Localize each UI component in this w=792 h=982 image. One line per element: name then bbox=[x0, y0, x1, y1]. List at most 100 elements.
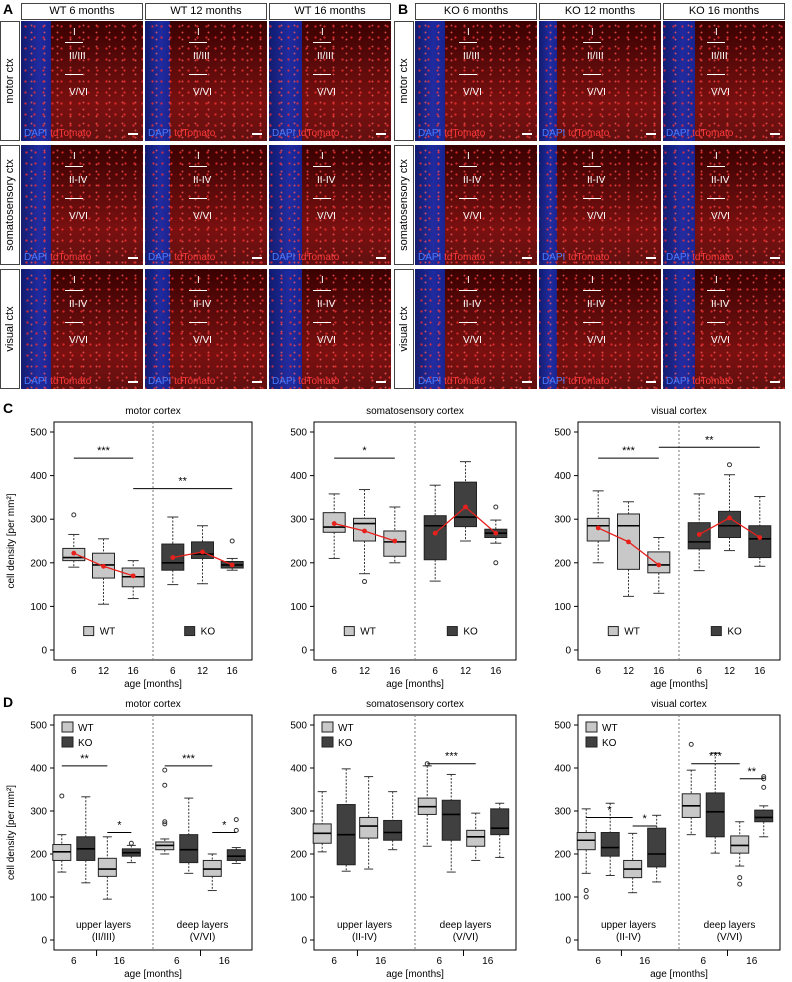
layer-label: II-IV bbox=[587, 299, 606, 310]
x-tick-label: 16 bbox=[639, 956, 651, 967]
scale-bar bbox=[376, 381, 386, 383]
scale-bar bbox=[376, 133, 386, 135]
layer-label: II/III bbox=[193, 51, 210, 62]
region-sublabel: (V/VI) bbox=[453, 932, 479, 943]
y-tick-label: 200 bbox=[290, 850, 307, 861]
layer-boundary bbox=[707, 166, 725, 167]
legend-label-ko: KO bbox=[463, 627, 478, 638]
scale-bar bbox=[646, 133, 656, 135]
panel-label-a: A bbox=[3, 1, 14, 17]
mean-point bbox=[170, 555, 176, 560]
y-tick-label: 500 bbox=[30, 721, 47, 732]
mean-point bbox=[595, 525, 601, 531]
layer-label: I bbox=[467, 275, 470, 286]
box-wt bbox=[383, 530, 407, 557]
x-tick-label: 6 bbox=[331, 956, 337, 967]
layer-label: I bbox=[467, 27, 470, 38]
y-tick-label: 300 bbox=[554, 515, 571, 526]
layer-label: V/VI bbox=[463, 335, 482, 346]
legend-swatch-wt bbox=[585, 721, 598, 733]
x-tick-label: 6 bbox=[331, 666, 337, 677]
layer-label: I bbox=[321, 275, 324, 286]
x-tick-label: 6 bbox=[595, 956, 601, 967]
legend-label-wt: WT bbox=[78, 723, 94, 734]
scale-bar bbox=[522, 257, 532, 259]
x-tick-label: 16 bbox=[219, 956, 231, 967]
x-axis-label: age [months] bbox=[650, 679, 708, 690]
layer-label: I bbox=[321, 151, 324, 162]
box-ko bbox=[179, 834, 199, 864]
micro-col-header: KO 6 months bbox=[415, 3, 537, 20]
layer-label: V/VI bbox=[317, 87, 336, 98]
y-tick-label: 400 bbox=[30, 471, 47, 482]
box-ko bbox=[647, 827, 667, 868]
micro-col-header: WT 12 months bbox=[145, 3, 267, 20]
layer-label: I bbox=[197, 27, 200, 38]
mean-point bbox=[493, 530, 499, 536]
layer-boundary bbox=[189, 290, 207, 291]
stain-legend: DAPI tdTomato bbox=[418, 376, 486, 387]
scale-bar bbox=[770, 133, 780, 135]
layer-label: V/VI bbox=[711, 87, 730, 98]
layer-boundary bbox=[583, 322, 601, 323]
layer-boundary bbox=[583, 198, 601, 199]
layer-label: I bbox=[321, 27, 324, 38]
x-tick-label: 6 bbox=[174, 956, 180, 967]
significance-label: ** bbox=[747, 766, 756, 778]
micro-col-header: WT 16 months bbox=[269, 3, 391, 20]
x-tick-label: 16 bbox=[653, 666, 665, 677]
scale-bar bbox=[522, 381, 532, 383]
box-ko bbox=[490, 808, 510, 836]
scale-bar bbox=[646, 381, 656, 383]
layer-label: I bbox=[467, 151, 470, 162]
layer-label: I bbox=[73, 151, 76, 162]
significance-label: * bbox=[362, 445, 367, 457]
x-tick-label: 16 bbox=[746, 956, 758, 967]
layer-boundary bbox=[189, 322, 207, 323]
mean-point bbox=[101, 563, 106, 569]
mean-point bbox=[362, 528, 367, 534]
stain-legend: DAPI tdTomato bbox=[24, 252, 92, 263]
stain-legend: DAPI tdTomato bbox=[148, 376, 216, 387]
box-ko bbox=[754, 809, 774, 823]
box-ko bbox=[600, 832, 620, 857]
micro-image-cell: I II/III V/VI DAPI tdTomato bbox=[415, 21, 537, 141]
scale-bar bbox=[252, 133, 262, 135]
x-tick-label: 6 bbox=[436, 956, 442, 967]
scale-bar bbox=[646, 257, 656, 259]
layer-label: I bbox=[715, 275, 718, 286]
mean-point bbox=[392, 538, 398, 544]
layer-label: I bbox=[197, 275, 200, 286]
legend-label-wt: WT bbox=[624, 627, 640, 638]
chart-d-motor: motor cortex 0 100 200 300 400 500 cell density… bbox=[6, 699, 253, 980]
scale-bar bbox=[128, 381, 138, 383]
layer-label: V/VI bbox=[193, 211, 212, 222]
micro-image-cell: I II-IV V/VI DAPI tdTomato bbox=[21, 145, 143, 265]
legend-swatch-ko bbox=[184, 626, 196, 637]
x-axis-label: age [months] bbox=[386, 969, 444, 980]
layer-label: V/VI bbox=[463, 211, 482, 222]
micro-image-cell: I II-IV V/VI DAPI tdTomato bbox=[269, 269, 391, 389]
y-tick-label: 300 bbox=[290, 515, 307, 526]
box-ko bbox=[423, 515, 447, 561]
layer-boundary bbox=[65, 74, 83, 75]
outlier-point bbox=[162, 782, 168, 788]
significance-label: ** bbox=[178, 476, 187, 488]
x-tick-label: 16 bbox=[389, 666, 401, 677]
y-tick-label: 200 bbox=[290, 558, 307, 569]
layer-boundary bbox=[65, 166, 83, 167]
y-tick-label: 400 bbox=[554, 764, 571, 775]
y-tick-label: 100 bbox=[554, 602, 571, 613]
y-tick-label: 0 bbox=[301, 936, 307, 947]
significance-label: * bbox=[222, 820, 227, 832]
y-tick-label: 500 bbox=[290, 428, 307, 439]
box-ko bbox=[226, 849, 246, 861]
legend-swatch-ko bbox=[61, 736, 74, 748]
scale-bar bbox=[128, 133, 138, 135]
mean-point bbox=[331, 521, 337, 526]
x-tick-label: 6 bbox=[71, 666, 77, 677]
micro-image-cell: I II-IV V/VI DAPI tdTomato bbox=[415, 269, 537, 389]
significance-label: ** bbox=[80, 753, 89, 765]
x-tick-label: 16 bbox=[227, 666, 239, 677]
outlier-point bbox=[583, 888, 589, 894]
